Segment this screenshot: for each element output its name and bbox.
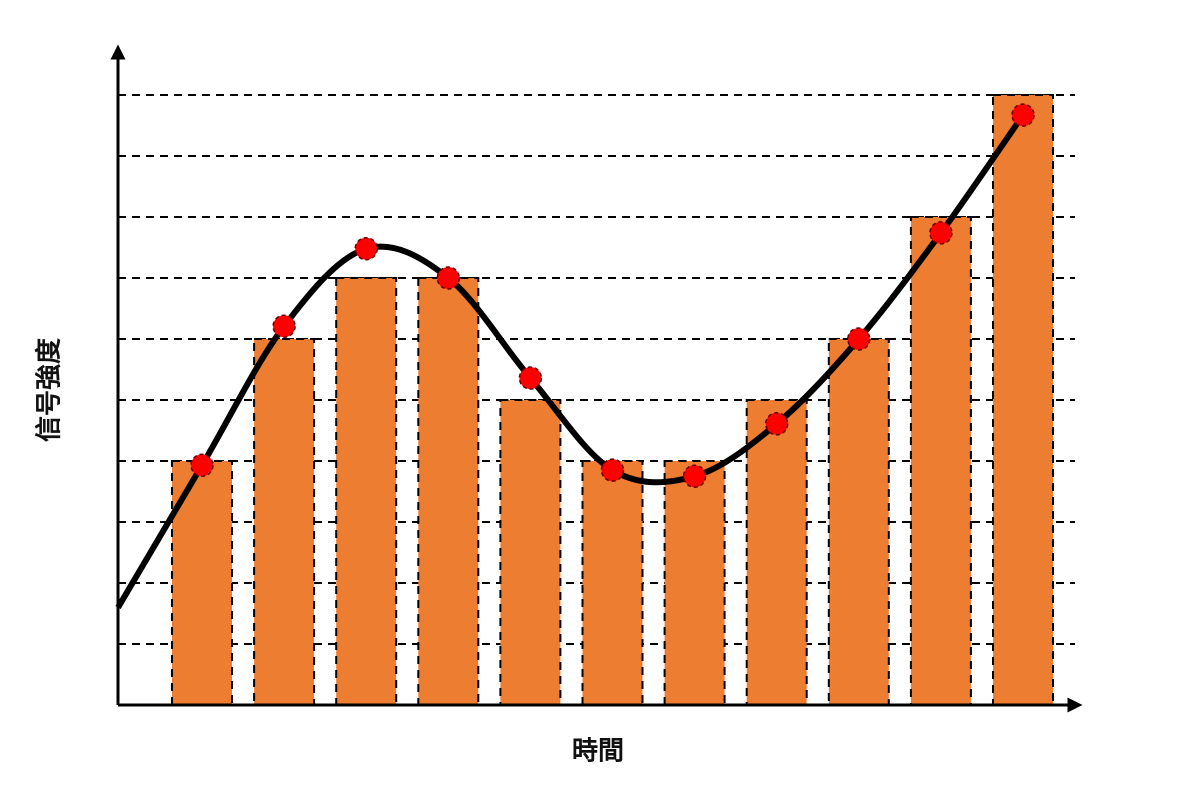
bar — [909, 216, 972, 706]
point — [1011, 103, 1035, 127]
bar — [827, 338, 890, 706]
bar — [992, 94, 1054, 706]
y-axis-label: 信号強度 — [34, 338, 65, 442]
bar — [581, 460, 644, 706]
bar — [745, 399, 808, 706]
bar — [335, 277, 398, 706]
point — [847, 327, 871, 351]
bar — [663, 460, 726, 706]
point — [600, 458, 625, 482]
point — [929, 221, 953, 245]
bar — [499, 399, 562, 706]
bar — [253, 338, 316, 706]
point — [764, 412, 789, 436]
point — [436, 266, 461, 290]
point — [190, 453, 214, 478]
bar — [417, 277, 480, 706]
point — [272, 314, 296, 338]
point — [682, 464, 707, 488]
curve-lead — [115, 463, 205, 610]
point — [518, 366, 543, 390]
point — [354, 236, 378, 261]
curve — [199, 113, 1026, 486]
x-axis-label: 時間 — [572, 737, 624, 767]
